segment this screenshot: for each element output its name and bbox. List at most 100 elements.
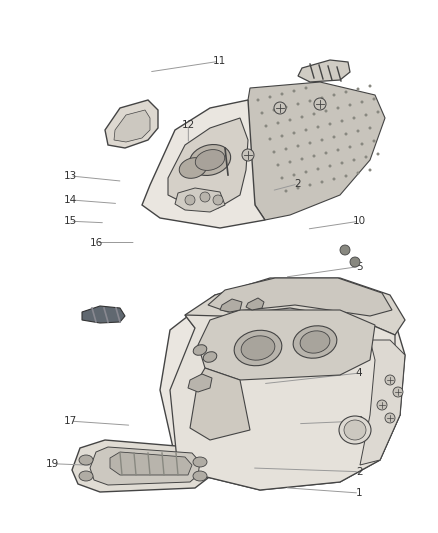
Circle shape bbox=[377, 110, 379, 114]
Ellipse shape bbox=[241, 336, 275, 360]
Ellipse shape bbox=[300, 331, 330, 353]
Circle shape bbox=[304, 86, 307, 90]
Circle shape bbox=[293, 90, 296, 93]
Text: 1: 1 bbox=[356, 488, 363, 498]
Polygon shape bbox=[105, 100, 158, 148]
Text: 19: 19 bbox=[46, 459, 59, 469]
Circle shape bbox=[349, 103, 352, 107]
Circle shape bbox=[312, 112, 315, 116]
Circle shape bbox=[357, 130, 360, 133]
Circle shape bbox=[340, 161, 343, 165]
Circle shape bbox=[345, 91, 347, 93]
Circle shape bbox=[242, 149, 254, 161]
Circle shape bbox=[312, 155, 315, 157]
Circle shape bbox=[317, 167, 319, 171]
Polygon shape bbox=[185, 278, 405, 335]
Circle shape bbox=[185, 195, 195, 205]
Circle shape bbox=[321, 139, 324, 141]
Circle shape bbox=[297, 144, 300, 148]
Text: 2: 2 bbox=[294, 179, 301, 189]
Circle shape bbox=[300, 157, 304, 160]
Circle shape bbox=[332, 135, 336, 139]
Circle shape bbox=[285, 106, 287, 109]
Ellipse shape bbox=[193, 471, 207, 481]
Ellipse shape bbox=[189, 144, 231, 175]
Ellipse shape bbox=[234, 330, 282, 366]
Text: 16: 16 bbox=[90, 238, 103, 247]
Polygon shape bbox=[110, 452, 192, 475]
Circle shape bbox=[321, 181, 324, 183]
Circle shape bbox=[276, 122, 279, 125]
Circle shape bbox=[345, 133, 347, 135]
Text: 14: 14 bbox=[64, 195, 77, 205]
Ellipse shape bbox=[193, 345, 207, 356]
Circle shape bbox=[321, 96, 324, 100]
Polygon shape bbox=[170, 315, 400, 490]
Circle shape bbox=[368, 168, 371, 172]
Ellipse shape bbox=[79, 455, 93, 465]
Ellipse shape bbox=[203, 352, 217, 362]
Circle shape bbox=[308, 183, 311, 187]
Polygon shape bbox=[190, 368, 250, 440]
Polygon shape bbox=[188, 374, 212, 392]
Ellipse shape bbox=[195, 150, 225, 171]
Polygon shape bbox=[168, 118, 248, 208]
Text: 13: 13 bbox=[64, 171, 77, 181]
Circle shape bbox=[340, 119, 343, 123]
Circle shape bbox=[364, 156, 367, 158]
Circle shape bbox=[268, 95, 272, 99]
Circle shape bbox=[372, 140, 375, 142]
Circle shape bbox=[276, 164, 279, 166]
Circle shape bbox=[297, 187, 300, 190]
Circle shape bbox=[353, 117, 356, 119]
Circle shape bbox=[345, 174, 347, 177]
Circle shape bbox=[385, 413, 395, 423]
Polygon shape bbox=[90, 447, 200, 485]
Circle shape bbox=[280, 176, 283, 180]
Circle shape bbox=[336, 149, 339, 151]
Polygon shape bbox=[198, 310, 375, 380]
Circle shape bbox=[360, 142, 364, 146]
Polygon shape bbox=[160, 285, 405, 490]
Polygon shape bbox=[298, 60, 350, 82]
Polygon shape bbox=[245, 82, 385, 220]
Circle shape bbox=[328, 165, 332, 167]
Polygon shape bbox=[72, 440, 210, 492]
Circle shape bbox=[308, 100, 311, 102]
Text: 3: 3 bbox=[356, 416, 363, 426]
Circle shape bbox=[328, 123, 332, 125]
Circle shape bbox=[350, 257, 360, 267]
Circle shape bbox=[385, 375, 395, 385]
Circle shape bbox=[261, 111, 264, 115]
Circle shape bbox=[289, 160, 292, 164]
Circle shape bbox=[368, 85, 371, 87]
Circle shape bbox=[304, 171, 307, 174]
Circle shape bbox=[357, 172, 360, 174]
Circle shape bbox=[272, 150, 276, 154]
Text: 17: 17 bbox=[64, 416, 77, 426]
Circle shape bbox=[280, 93, 283, 95]
Polygon shape bbox=[142, 100, 265, 228]
Circle shape bbox=[325, 109, 328, 112]
Ellipse shape bbox=[193, 457, 207, 467]
Circle shape bbox=[353, 158, 356, 161]
Text: 4: 4 bbox=[356, 368, 363, 378]
Circle shape bbox=[257, 99, 259, 101]
Circle shape bbox=[377, 152, 379, 156]
Circle shape bbox=[336, 107, 339, 109]
Ellipse shape bbox=[179, 158, 207, 179]
Circle shape bbox=[368, 126, 371, 130]
Circle shape bbox=[213, 195, 223, 205]
Circle shape bbox=[377, 400, 387, 410]
Circle shape bbox=[364, 114, 367, 117]
Text: 11: 11 bbox=[212, 56, 226, 66]
Circle shape bbox=[293, 132, 296, 134]
Circle shape bbox=[268, 138, 272, 141]
Polygon shape bbox=[208, 278, 392, 316]
Circle shape bbox=[297, 102, 300, 106]
Circle shape bbox=[317, 125, 319, 128]
Text: 5: 5 bbox=[356, 262, 363, 271]
Circle shape bbox=[300, 116, 304, 118]
Text: 15: 15 bbox=[64, 216, 77, 226]
Circle shape bbox=[357, 87, 360, 91]
